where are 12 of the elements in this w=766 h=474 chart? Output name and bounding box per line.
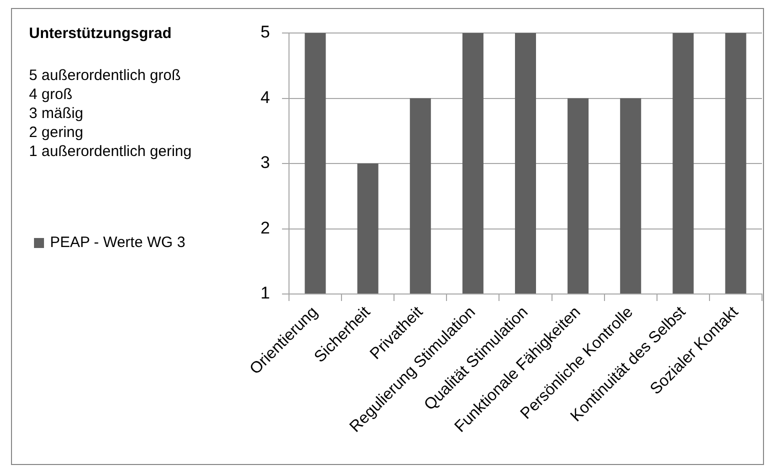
text: 3 mäßig [29, 104, 84, 123]
legend-label: PEAP - Werte WG 3 [50, 233, 186, 252]
text: 4 groß [29, 85, 74, 104]
y-tick-label: 4 [260, 88, 270, 107]
text: Unterstützungsgrad [29, 24, 172, 43]
text: 2 gering [29, 123, 84, 142]
text: 5 außerordentlich groß [29, 66, 182, 85]
text: 1 außerordentlich gering [29, 142, 192, 161]
y-tick-label: 1 [260, 284, 270, 303]
y-tick-label: 2 [260, 218, 270, 238]
y-tick-label: 5 [260, 22, 270, 42]
y-tick-label: 3 [260, 153, 270, 172]
